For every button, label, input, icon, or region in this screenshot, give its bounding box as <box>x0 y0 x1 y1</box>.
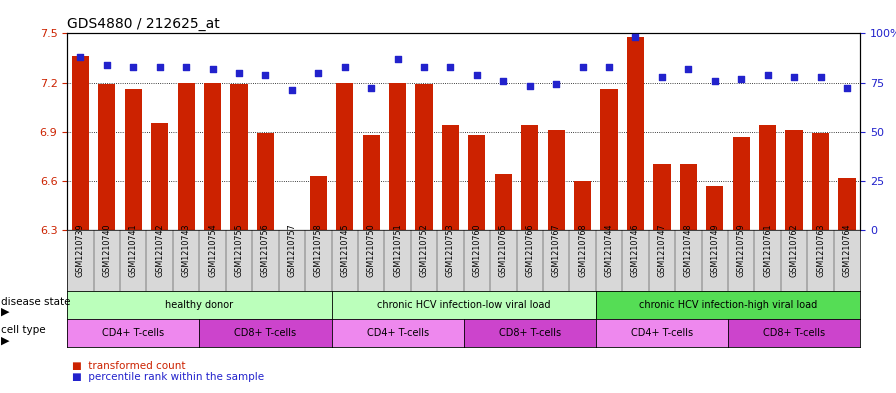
Bar <box>839 178 856 230</box>
Point <box>708 77 722 84</box>
Bar <box>257 133 274 230</box>
Point <box>232 70 246 76</box>
Text: ▶: ▶ <box>1 307 9 317</box>
Point <box>126 64 141 70</box>
Text: ■  percentile rank within the sample: ■ percentile rank within the sample <box>72 372 263 382</box>
Point <box>814 73 828 80</box>
Bar <box>389 83 406 230</box>
Point <box>655 73 669 80</box>
Point <box>258 72 272 78</box>
Bar <box>177 83 194 230</box>
Point <box>99 62 114 68</box>
Point <box>496 77 511 84</box>
Point <box>840 85 854 92</box>
Text: CD8+ T-cells: CD8+ T-cells <box>499 328 561 338</box>
Point <box>734 75 748 82</box>
Point <box>628 34 642 40</box>
Text: chronic HCV infection-high viral load: chronic HCV infection-high viral load <box>639 300 817 310</box>
Point <box>681 66 695 72</box>
Bar <box>230 84 247 230</box>
Bar <box>521 125 538 230</box>
Point <box>364 85 378 92</box>
Point <box>549 81 564 88</box>
Text: CD4+ T-cells: CD4+ T-cells <box>366 328 428 338</box>
Bar <box>416 84 433 230</box>
Point <box>179 64 194 70</box>
Bar <box>680 164 697 230</box>
Text: CD4+ T-cells: CD4+ T-cells <box>102 328 164 338</box>
Bar <box>442 125 459 230</box>
Bar <box>600 89 617 230</box>
Point <box>470 72 484 78</box>
Bar <box>627 37 644 230</box>
Point <box>444 64 458 70</box>
Point <box>205 66 220 72</box>
Bar <box>733 136 750 230</box>
Bar <box>812 133 829 230</box>
Text: CD4+ T-cells: CD4+ T-cells <box>631 328 693 338</box>
Text: disease state: disease state <box>1 297 71 307</box>
Point <box>391 56 405 62</box>
Point <box>311 70 325 76</box>
Point <box>761 72 775 78</box>
Point <box>285 87 299 94</box>
Point <box>338 64 352 70</box>
Bar <box>99 84 116 230</box>
Text: GDS4880 / 212625_at: GDS4880 / 212625_at <box>67 17 220 31</box>
Point <box>522 83 537 90</box>
Bar <box>125 89 142 230</box>
Bar <box>310 176 327 230</box>
Bar <box>706 185 723 230</box>
Text: CD8+ T-cells: CD8+ T-cells <box>763 328 825 338</box>
Text: ▶: ▶ <box>1 335 9 345</box>
Text: CD8+ T-cells: CD8+ T-cells <box>235 328 297 338</box>
Bar <box>653 164 670 230</box>
Bar <box>72 56 89 230</box>
Text: healthy donor: healthy donor <box>165 300 234 310</box>
Point <box>73 54 88 60</box>
Bar <box>336 83 353 230</box>
Point <box>152 64 167 70</box>
Bar <box>363 135 380 230</box>
Point <box>602 64 616 70</box>
Text: ■  transformed count: ■ transformed count <box>72 361 185 371</box>
Bar <box>574 181 591 230</box>
Point <box>787 73 801 80</box>
Bar <box>469 135 486 230</box>
Bar <box>495 174 512 230</box>
Bar <box>204 83 221 230</box>
Point <box>575 64 590 70</box>
Text: chronic HCV infection-low viral load: chronic HCV infection-low viral load <box>377 300 550 310</box>
Bar <box>759 125 776 230</box>
Point <box>417 64 431 70</box>
Text: cell type: cell type <box>1 325 46 335</box>
Bar <box>151 123 168 230</box>
Bar <box>786 130 803 230</box>
Bar <box>547 130 564 230</box>
